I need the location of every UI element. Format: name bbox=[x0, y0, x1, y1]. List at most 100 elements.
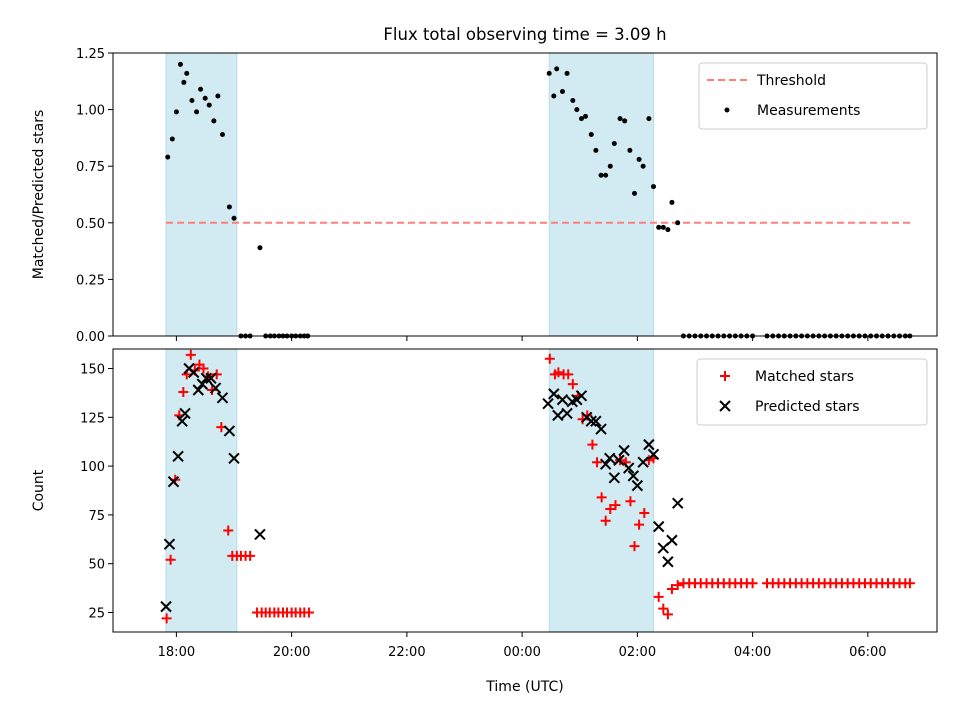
measurements-point-3 bbox=[177, 61, 183, 67]
measurements-point-56 bbox=[665, 227, 671, 233]
predicted-stars-point-1 bbox=[163, 538, 176, 550]
matched-stars-point-58 bbox=[662, 609, 673, 620]
measurements-point-50 bbox=[636, 156, 642, 162]
legend-label-measurements: Measurements bbox=[757, 103, 860, 119]
matched-stars-point-52 bbox=[634, 519, 645, 530]
matched-stars-point-50 bbox=[625, 496, 636, 507]
matched-stars-point-60 bbox=[672, 580, 683, 591]
predicted-stars-point-8 bbox=[192, 384, 204, 396]
x-axis-label: Time (UTC) bbox=[485, 679, 563, 695]
ratio-y-tick-label-0: 0.00 bbox=[76, 330, 105, 345]
predicted-stars-point-39 bbox=[647, 448, 660, 461]
measurements-point-6 bbox=[189, 98, 195, 104]
count-y-tick-label-3: 100 bbox=[80, 460, 105, 475]
predicted-stars-point-13 bbox=[216, 392, 229, 404]
measurements-point-52 bbox=[646, 116, 652, 122]
matched-stars-point-99 bbox=[904, 578, 915, 589]
predicted-stars-point-43 bbox=[666, 534, 678, 546]
measurements-point-10 bbox=[206, 102, 212, 108]
predicted-stars-point-20 bbox=[556, 394, 569, 406]
count-y-tick-label-2: 75 bbox=[88, 509, 105, 524]
predicted-stars-point-0 bbox=[160, 600, 172, 613]
measurements-point-43 bbox=[603, 172, 609, 178]
matched-stars-point-45 bbox=[600, 515, 611, 526]
measurements-point-39 bbox=[583, 113, 589, 119]
measurements-point-41 bbox=[593, 147, 599, 153]
predicted-stars-point-7 bbox=[187, 366, 200, 379]
measurements-point-55 bbox=[660, 224, 666, 230]
x-tick-label-0: 18:00 bbox=[158, 645, 195, 660]
predicted-stars-point-27 bbox=[590, 415, 602, 427]
x-tick-label-4: 02:00 bbox=[619, 645, 656, 660]
count-panel: 25 50 75 100 125 150 18:00 20:00 22:00 00:00 02:0… bbox=[31, 348, 938, 660]
ratio-x-ticks bbox=[175, 336, 869, 341]
legend-swatch-matched-stars bbox=[720, 371, 730, 381]
matched-stars-point-0 bbox=[161, 613, 172, 624]
measurements-point-36 bbox=[570, 98, 576, 104]
measurements-point-34 bbox=[559, 88, 565, 94]
x-tick-label-5: 04:00 bbox=[734, 645, 771, 660]
measurements-point-14 bbox=[226, 204, 232, 210]
predicted-stars-point-2 bbox=[167, 476, 180, 488]
count-observing-window-0 bbox=[165, 348, 238, 633]
predicted-stars-point-35 bbox=[627, 470, 640, 482]
matched-stars-point-35 bbox=[553, 367, 564, 378]
x-tick-label-1: 20:00 bbox=[273, 645, 310, 660]
predicted-stars-point-28 bbox=[595, 423, 607, 435]
measurements-point-57 bbox=[669, 199, 675, 205]
legend-swatch-measurements bbox=[724, 107, 730, 113]
measurements-point-49 bbox=[631, 190, 637, 196]
matched-stars-point-44 bbox=[596, 492, 607, 503]
chart-title: Flux total observing time = 3.09 h bbox=[383, 25, 666, 44]
matched-stars-point-19 bbox=[245, 550, 256, 561]
measurements-point-54 bbox=[656, 224, 662, 230]
matched-stars-point-6 bbox=[185, 349, 196, 360]
matched-stars-point-1 bbox=[165, 554, 176, 565]
measurements-point-40 bbox=[588, 132, 594, 138]
predicted-stars-point-12 bbox=[209, 382, 222, 394]
count-y-ticks: 25 50 75 100 125 150 bbox=[80, 363, 113, 621]
measurements-point-37 bbox=[574, 107, 580, 113]
count-legend: Matched stars Predicted stars bbox=[696, 358, 928, 426]
measurements-point-51 bbox=[640, 163, 646, 169]
ratio-y-tick-label-5: 1.25 bbox=[76, 47, 105, 62]
matched-stars-point-12 bbox=[211, 369, 222, 380]
predicted-stars-point-5 bbox=[179, 407, 191, 420]
measurements-point-2 bbox=[173, 109, 179, 115]
predicted-stars-point-18 bbox=[548, 388, 560, 400]
count-observing-window-1 bbox=[548, 348, 654, 633]
matched-stars-point-11 bbox=[207, 384, 218, 395]
measurements-point-8 bbox=[198, 86, 204, 92]
legend-label-predicted-stars: Predicted stars bbox=[755, 399, 860, 415]
matched-stars-point-46 bbox=[605, 504, 616, 515]
matched-stars-point-53 bbox=[639, 507, 650, 518]
measurements-point-7 bbox=[194, 109, 200, 115]
predicted-stars-point-29 bbox=[599, 458, 612, 470]
predicted-stars-point-14 bbox=[223, 425, 236, 437]
predicted-stars-point-21 bbox=[561, 407, 573, 420]
count-legend-box bbox=[696, 358, 928, 426]
predicted-stars-point-38 bbox=[643, 438, 655, 451]
matched-stars-point-37 bbox=[563, 369, 574, 380]
predicted-stars-point-4 bbox=[176, 415, 188, 427]
measurements-point-32 bbox=[551, 93, 557, 99]
measurements-point-11 bbox=[211, 118, 217, 124]
matched-stars-point-14 bbox=[223, 525, 234, 536]
matched-stars-point-33 bbox=[544, 353, 555, 364]
predicted-stars-point-24 bbox=[575, 390, 588, 402]
ratio-observing-window-1 bbox=[548, 52, 654, 337]
measurements-point-45 bbox=[611, 141, 617, 147]
count-y-tick-label-0: 25 bbox=[88, 606, 105, 621]
predicted-stars-point-42 bbox=[662, 556, 674, 568]
ratio-y-tick-label-4: 1.00 bbox=[76, 104, 105, 119]
predicted-stars-point-33 bbox=[618, 444, 630, 457]
matched-stars-point-57 bbox=[658, 603, 669, 614]
legend-label-matched-stars: Matched stars bbox=[755, 369, 854, 385]
count-y-tick-label-5: 150 bbox=[80, 363, 105, 378]
predicted-stars-point-32 bbox=[613, 454, 625, 466]
matched-stars-point-47 bbox=[610, 500, 621, 511]
ratio-y-tick-label-3: 0.75 bbox=[76, 160, 105, 175]
measurements-point-4 bbox=[181, 79, 187, 85]
predicted-stars-point-15 bbox=[228, 452, 240, 465]
